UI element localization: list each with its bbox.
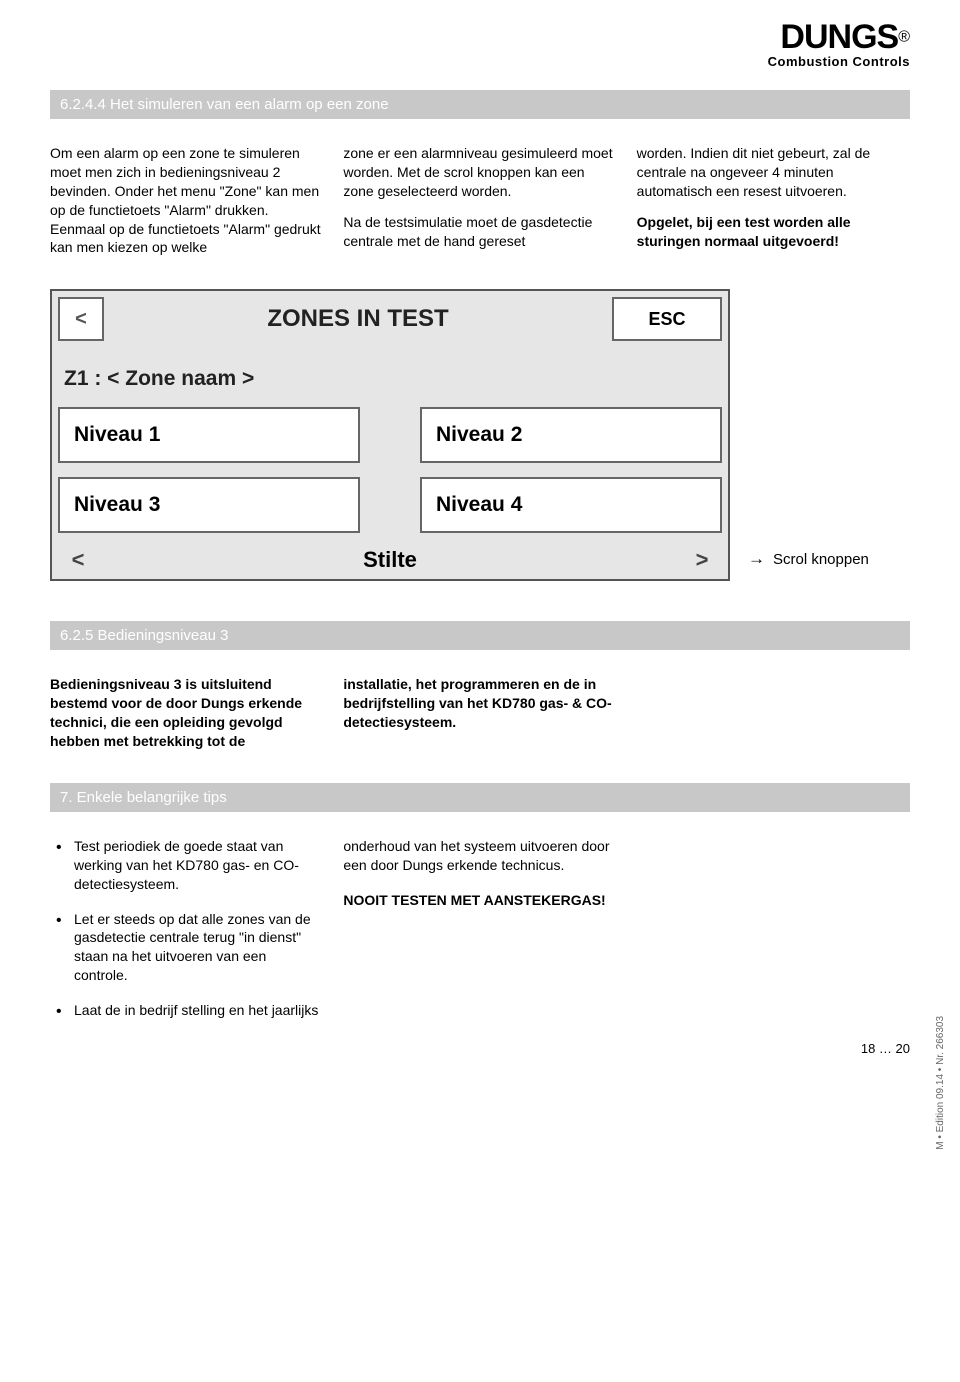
scroll-right-button[interactable]: > (682, 547, 722, 573)
col2: zone er een alarmniveau gesimuleerd moet… (343, 144, 616, 269)
tips-col3-empty (637, 837, 910, 1036)
logo-subtitle: Combustion Controls (768, 54, 910, 69)
para: worden. Indien dit niet gebeurt, zal de … (637, 144, 910, 201)
scroll-note: → Scrol knoppen (748, 549, 869, 581)
edition-label: M • Edition 09.14 • Nr. 266303 (935, 1016, 946, 1150)
col3-empty (637, 675, 910, 763)
back-button[interactable]: < (58, 297, 104, 341)
para: NOOIT TESTEN MET AANSTEKERGAS! (343, 891, 616, 910)
tip-item: Let er steeds op dat alle zones van de g… (50, 910, 323, 986)
para: installatie, het programmeren en de in b… (343, 675, 616, 732)
scroll-note-text: Scrol knoppen (773, 551, 869, 568)
section-title-625: 6.2.5 Bedieningsniveau 3 (50, 621, 910, 650)
logo-text: DUNGS (780, 18, 898, 56)
stilte-label: Stilte (98, 547, 682, 573)
para: Na de testsimulatie moet de gasdetectie … (343, 213, 616, 251)
col2: installatie, het programmeren en de in b… (343, 675, 616, 763)
zone-label: Z1 : < Zone naam > (58, 351, 722, 407)
para: Om een alarm op een zone te simuleren mo… (50, 144, 323, 257)
zones-in-test-panel: < ZONES IN TEST ESC Z1 : < Zone naam > N… (50, 289, 730, 581)
brand-logo: DUNGS® Combustion Controls (768, 20, 910, 69)
section-625-body: Bedieningsniveau 3 is uitsluitend bestem… (50, 675, 910, 763)
para: Opgelet, bij een test worden alle sturin… (637, 213, 910, 251)
niveau-4-button[interactable]: Niveau 4 (420, 477, 722, 533)
logo-registered: ® (898, 29, 910, 46)
para: zone er een alarmniveau gesimuleerd moet… (343, 144, 616, 201)
arrow-right-icon: → (748, 549, 765, 568)
tip-item: Laat de in bedrijf stelling en het jaarl… (50, 1001, 323, 1020)
section-title-7: 7. Enkele belangrijke tips (50, 783, 910, 812)
esc-button[interactable]: ESC (612, 297, 722, 341)
scroll-left-button[interactable]: < (58, 547, 98, 573)
tips-col1: Test periodiek de goede staat van werkin… (50, 837, 323, 1036)
col1: Om een alarm op een zone te simuleren mo… (50, 144, 323, 269)
section-7-body: Test periodiek de goede staat van werkin… (50, 837, 910, 1036)
page-number: 18 … 20 (861, 1041, 910, 1056)
niveau-2-button[interactable]: Niveau 2 (420, 407, 722, 463)
panel-title: ZONES IN TEST (104, 305, 612, 333)
tip-item: Test periodiek de goede staat van werkin… (50, 837, 323, 894)
tips-col2: onderhoud van het systeem uitvoeren door… (343, 837, 616, 1036)
niveau-1-button[interactable]: Niveau 1 (58, 407, 360, 463)
section-title-6244: 6.2.4.4 Het simuleren van een alarm op e… (50, 90, 910, 119)
col1: Bedieningsniveau 3 is uitsluitend bestem… (50, 675, 323, 763)
section-6244-body: Om een alarm op een zone te simuleren mo… (50, 144, 910, 269)
niveau-3-button[interactable]: Niveau 3 (58, 477, 360, 533)
para: onderhoud van het systeem uitvoeren door… (343, 837, 616, 875)
col3: worden. Indien dit niet gebeurt, zal de … (637, 144, 910, 269)
para: Bedieningsniveau 3 is uitsluitend bestem… (50, 675, 323, 751)
